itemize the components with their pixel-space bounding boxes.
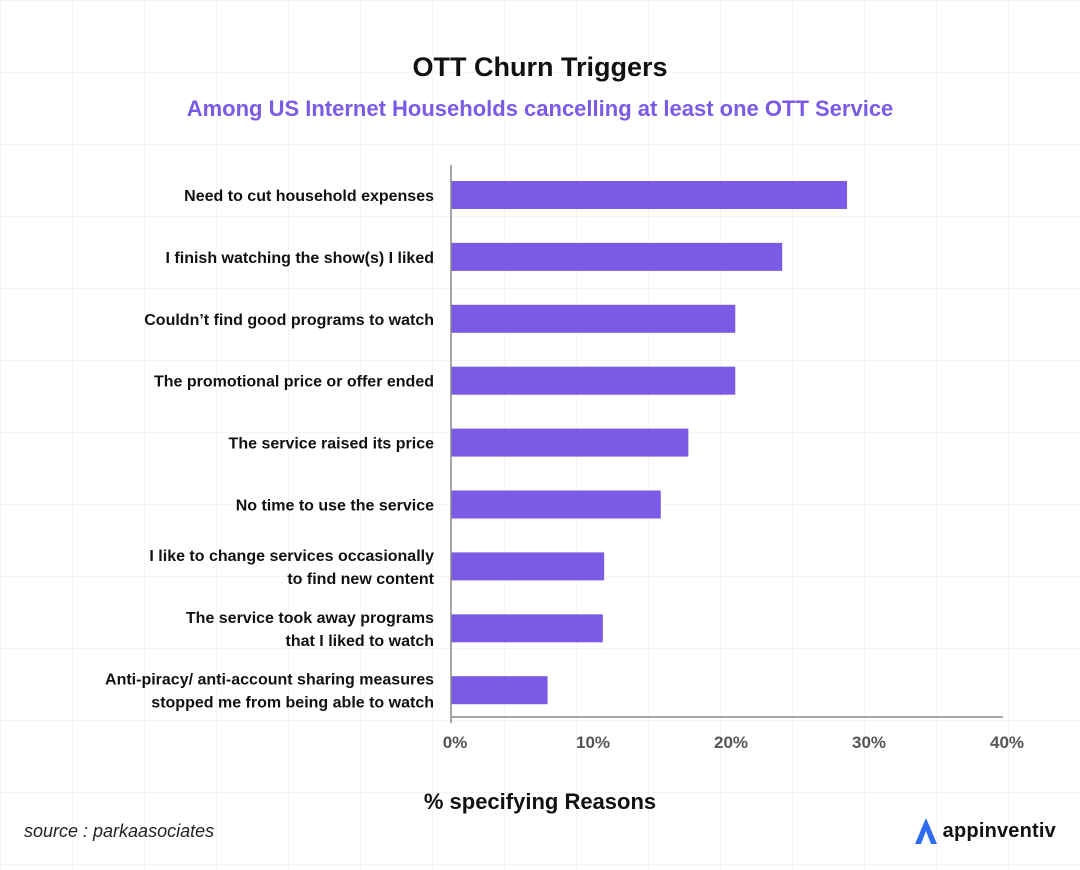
bar-1 — [451, 181, 848, 209]
x-tick-label-40: 40% — [990, 733, 1024, 752]
category-label-9-line-2: stopped me from being able to watch — [151, 695, 434, 712]
source-note: source : parkaasociates — [24, 821, 215, 841]
bar-2 — [451, 242, 783, 271]
bar-6 — [451, 490, 661, 519]
chart-subtitle: Among US Internet Households cancelling … — [186, 96, 894, 121]
category-label-8-line-1: The service took away programs — [186, 610, 434, 627]
bar-4 — [451, 366, 736, 395]
x-tick-label-20: 20% — [714, 733, 748, 752]
category-label-7-line-2: to find new content — [287, 571, 434, 588]
category-labels-group: Need to cut household expenses I finish w… — [105, 188, 435, 712]
category-label-6: No time to use the service — [236, 498, 434, 515]
bar-3 — [451, 304, 736, 333]
bar-9 — [451, 676, 548, 705]
category-label-4: The promotional price or offer ended — [154, 374, 434, 391]
x-tick-label-0: 0% — [443, 733, 468, 752]
category-label-9-line-1: Anti-piracy/ anti-account sharing measur… — [105, 672, 434, 689]
x-tick-label-10: 10% — [576, 733, 610, 752]
x-ticks-group: 0% 10% 20% 30% 40% — [443, 733, 1024, 752]
chart-title: OTT Churn Triggers — [412, 52, 668, 82]
brand-name: appinventiv — [942, 819, 1056, 842]
x-axis-label: % specifying Reasons — [423, 789, 657, 814]
bars-group — [451, 181, 848, 705]
bar-7 — [451, 552, 605, 581]
bar-8 — [451, 614, 603, 643]
category-label-5: The service raised its price — [229, 436, 435, 453]
category-label-8-line-2: that I liked to watch — [286, 633, 434, 650]
appinventiv-logo-icon — [914, 818, 937, 844]
brand-logo: appinventiv — [913, 816, 1056, 846]
category-label-1: Need to cut household expenses — [184, 188, 434, 205]
category-label-2: I finish watching the show(s) I liked — [166, 250, 434, 267]
category-label-3: Couldn’t find good programs to watch — [144, 312, 434, 329]
bar-5 — [451, 428, 689, 457]
category-label-7-line-1: I like to change services occasionally — [149, 548, 434, 565]
x-tick-label-30: 30% — [852, 733, 886, 752]
